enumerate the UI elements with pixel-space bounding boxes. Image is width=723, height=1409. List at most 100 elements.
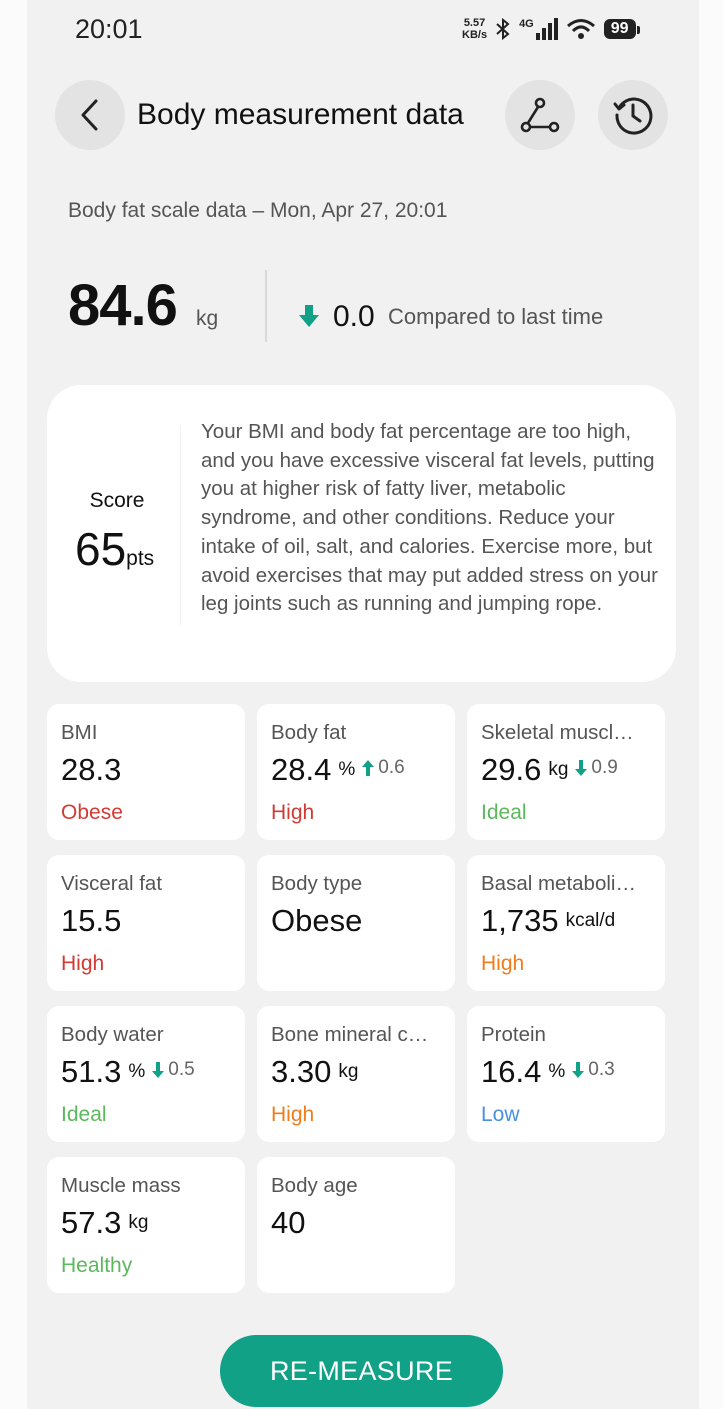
arrow-down-icon: [574, 759, 588, 777]
status-icons: 5.57 KB/s 4G 99: [462, 14, 640, 44]
metric-status: High: [61, 952, 105, 975]
metric-body-age-tile[interactable]: Body age 40: [257, 1157, 455, 1293]
metric-value: 1,735: [481, 903, 559, 938]
metric-value: 51.3: [61, 1054, 122, 1089]
metric-value-row: 40: [271, 1205, 305, 1241]
status-time: 20:01: [75, 14, 143, 44]
metric-label: Body type: [271, 872, 363, 895]
metric-status: High: [271, 801, 315, 824]
metric-label: Bone mineral c…: [271, 1023, 429, 1046]
metric-bmi-tile[interactable]: BMI 28.3 Obese: [47, 704, 245, 840]
page-title: Body measurement data: [137, 98, 464, 131]
history-button[interactable]: [598, 80, 668, 150]
metric-basal-metaboli-tile[interactable]: Basal metaboli… 1,735 kcal/d High: [467, 855, 665, 991]
left-margin: [0, 0, 27, 1409]
metric-visceral-fat-tile[interactable]: Visceral fat 15.5 High: [47, 855, 245, 991]
metric-status: High: [481, 952, 525, 975]
metric-value-row: 28.3: [61, 752, 121, 788]
metric-status: High: [271, 1103, 315, 1126]
score-advice: Your BMI and body fat percentage are too…: [201, 420, 658, 616]
metric-value-row: 57.3 kg: [61, 1205, 148, 1241]
metric-delta: 0.3: [571, 1059, 615, 1081]
metric-body-type-tile[interactable]: Body type Obese: [257, 855, 455, 991]
score-value-group: 65pts: [75, 522, 154, 576]
arrow-down-icon: [151, 1061, 165, 1079]
metric-status: Ideal: [481, 801, 527, 824]
metric-label: Basal metaboli…: [481, 872, 636, 895]
metric-protein-tile[interactable]: Protein 16.4% 0.3 Low: [467, 1006, 665, 1142]
metric-label: Body age: [271, 1174, 358, 1197]
metric-status: Obese: [61, 801, 123, 824]
metric-status: Low: [481, 1103, 520, 1126]
metric-label: Protein: [481, 1023, 546, 1046]
metric-delta: 0.5: [151, 1059, 195, 1081]
metric-unit: kg: [128, 1212, 149, 1233]
metric-value-row: 29.6 kg 0.9: [481, 752, 618, 788]
metric-label: BMI: [61, 721, 98, 744]
history-clock-icon: [613, 97, 653, 135]
metric-value: 16.4: [481, 1054, 542, 1089]
back-button[interactable]: [55, 80, 125, 150]
metric-status: Healthy: [61, 1254, 133, 1277]
metric-value: 28.3: [61, 752, 122, 787]
metric-body-fat-tile[interactable]: Body fat 28.4% 0.6 High: [257, 704, 455, 840]
metric-delta-value: 0.5: [168, 1059, 195, 1080]
scale-button[interactable]: [505, 80, 575, 150]
metric-delta-value: 0.3: [588, 1059, 615, 1080]
metric-label: Visceral fat: [61, 872, 163, 895]
metric-unit: %: [548, 1061, 566, 1082]
metric-bone-mineral-c-tile[interactable]: Bone mineral c… 3.30 kg High: [257, 1006, 455, 1142]
bluetooth-icon: [496, 17, 510, 41]
wifi-icon: [566, 19, 595, 39]
metric-value: 40: [271, 1205, 306, 1240]
metric-value-row: 51.3% 0.5: [61, 1054, 195, 1090]
measurement-subtitle: Body fat scale data – Mon, Apr 27, 20:01: [68, 199, 448, 222]
metric-unit: %: [128, 1061, 146, 1082]
remeasure-button[interactable]: RE-MEASURE: [220, 1335, 503, 1407]
metric-body-water-tile[interactable]: Body water 51.3% 0.5 Ideal: [47, 1006, 245, 1142]
metric-label: Skeletal muscl…: [481, 721, 634, 744]
score-card: Score 65pts Your BMI and body fat percen…: [47, 385, 676, 682]
metric-value: 3.30: [271, 1054, 332, 1089]
arrow-down-icon: [299, 305, 319, 327]
weight-value: 84.6: [68, 273, 178, 338]
metric-unit: kcal/d: [565, 910, 616, 931]
network-speed-unit: KB/s: [462, 29, 488, 41]
arrow-down-icon: [571, 1061, 585, 1079]
metric-muscle-mass-tile[interactable]: Muscle mass 57.3 kg Healthy: [47, 1157, 245, 1293]
battery-indicator: 99: [603, 19, 640, 39]
score-unit: pts: [126, 547, 155, 570]
right-margin: [699, 0, 723, 1409]
cellular-signal-icon: 4G: [519, 18, 560, 40]
arrow-up-icon: [361, 759, 375, 777]
metric-value-row: 15.5: [61, 903, 121, 939]
score-divider: [180, 425, 181, 625]
metric-label: Body fat: [271, 721, 347, 744]
network-speed: 5.57 KB/s: [462, 17, 487, 41]
metric-value-row: 3.30 kg: [271, 1054, 358, 1090]
network-speed-value: 5.57: [463, 17, 486, 29]
score-value: 65: [75, 523, 127, 575]
metric-unit: kg: [338, 1061, 359, 1082]
network-type: 4G: [519, 18, 534, 30]
metric-value-row: Obese: [271, 903, 362, 939]
weight-delta-value: 0.0: [333, 300, 375, 333]
metric-value: 28.4: [271, 752, 332, 787]
metric-delta: 0.6: [361, 757, 405, 779]
divider: [265, 270, 267, 342]
weight-delta-label: Compared to last time: [388, 304, 604, 329]
metric-value-row: 1,735 kcal/d: [481, 903, 615, 939]
metric-value: 57.3: [61, 1205, 122, 1240]
metric-label: Muscle mass: [61, 1174, 181, 1197]
metric-value-row: 28.4% 0.6: [271, 752, 405, 788]
metric-status: Ideal: [61, 1103, 107, 1126]
score-label: Score: [89, 489, 145, 512]
scale-icon: [520, 97, 560, 133]
metric-value-row: 16.4% 0.3: [481, 1054, 615, 1090]
metric-skeletal-muscl-tile[interactable]: Skeletal muscl… 29.6 kg 0.9 Ideal: [467, 704, 665, 840]
metric-unit: %: [338, 759, 356, 780]
metric-value: 15.5: [61, 903, 122, 938]
chevron-left-icon: [81, 99, 98, 131]
metric-value: Obese: [271, 903, 363, 938]
metric-label: Body water: [61, 1023, 164, 1046]
